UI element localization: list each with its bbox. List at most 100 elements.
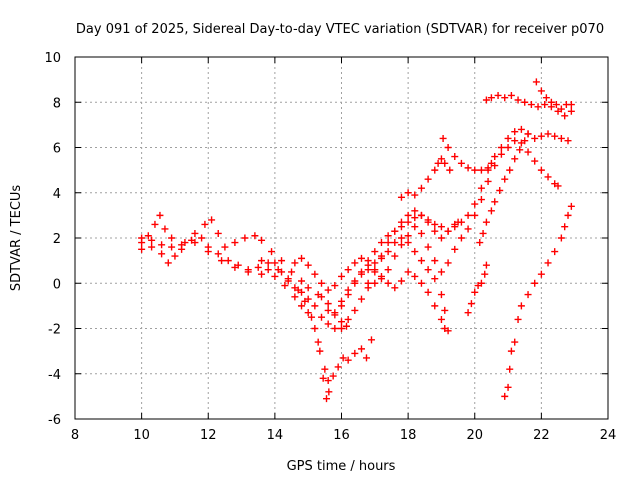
data-point [357, 254, 365, 262]
data-point [444, 144, 452, 151]
data-point [304, 309, 312, 317]
data-point [524, 148, 532, 156]
data-point [441, 306, 449, 314]
data-point [417, 229, 425, 237]
data-point [171, 252, 179, 260]
data-point [444, 259, 452, 267]
data-point [444, 227, 452, 235]
data-point [329, 372, 337, 380]
data-point [542, 94, 550, 102]
data-point [467, 300, 475, 308]
data-point [168, 243, 176, 251]
data-point [251, 232, 259, 240]
data-point [484, 164, 492, 172]
data-point [517, 302, 525, 310]
data-point [338, 297, 345, 305]
data-point [477, 196, 485, 204]
data-point [404, 268, 412, 276]
data-series [364, 268, 449, 332]
data-point [506, 365, 514, 373]
data-point [138, 245, 146, 253]
data-series [439, 134, 495, 174]
data-point [314, 338, 322, 346]
data-point [424, 243, 432, 251]
data-series [138, 236, 333, 403]
data-point [411, 214, 419, 222]
data-point [516, 146, 524, 154]
data-point [278, 268, 286, 276]
data-point [164, 259, 172, 267]
data-point [334, 363, 342, 371]
data-point [156, 211, 164, 219]
data-point [564, 211, 572, 219]
data-point [258, 270, 266, 278]
grid-lines [75, 57, 608, 419]
data-point [191, 229, 199, 237]
data-point [482, 96, 490, 104]
data-point [506, 166, 514, 174]
data-point [484, 177, 492, 185]
data-point [338, 318, 345, 326]
data-point [324, 320, 332, 328]
data-point [324, 306, 332, 314]
data-point [331, 325, 339, 332]
data-point [384, 266, 392, 274]
data-point [507, 91, 515, 99]
data-point [231, 239, 239, 247]
data-point [357, 295, 365, 303]
data-point [291, 259, 299, 267]
data-point [501, 94, 509, 102]
data-point [471, 166, 479, 174]
data-point [431, 257, 439, 265]
data-point [288, 268, 296, 276]
data-point [364, 266, 372, 274]
data-point [344, 356, 352, 364]
data-point [552, 101, 560, 109]
data-point [254, 263, 262, 271]
data-point [561, 223, 569, 231]
data-series [318, 234, 452, 335]
data-point [351, 306, 359, 314]
data-point [497, 150, 505, 158]
data-point [496, 186, 504, 194]
x-tick-label: 18 [400, 428, 417, 443]
data-point [339, 354, 347, 362]
data-point [344, 266, 352, 274]
data-point [324, 377, 332, 385]
data-point [504, 134, 512, 142]
data-point [464, 309, 472, 317]
data-point [497, 144, 505, 151]
data-point [304, 261, 312, 269]
data-point [391, 227, 399, 235]
data-point [477, 279, 485, 287]
data-point [464, 225, 472, 233]
data-point [191, 239, 199, 247]
data-point [364, 284, 372, 292]
data-point [377, 254, 385, 262]
data-point [411, 248, 419, 256]
data-point [557, 105, 565, 113]
data-point [208, 216, 216, 224]
data-point [557, 234, 565, 242]
data-point [397, 234, 405, 242]
data-point [504, 383, 512, 391]
data-point [541, 101, 549, 109]
data-point [521, 98, 529, 106]
data-point [557, 134, 565, 142]
data-point [517, 125, 525, 133]
data-point [504, 144, 512, 151]
data-point [511, 338, 519, 346]
y-tick-label: 10 [44, 51, 61, 66]
data-point [524, 130, 532, 138]
data-point [377, 275, 385, 283]
data-point [431, 275, 439, 283]
data-point [439, 134, 447, 142]
x-tick-label: 8 [71, 428, 79, 443]
data-point [477, 184, 485, 192]
x-tick-label: 22 [533, 428, 550, 443]
data-point [441, 325, 449, 332]
data-point [384, 232, 392, 240]
data-point [564, 137, 572, 145]
data-point [537, 87, 545, 95]
data-point [464, 164, 472, 172]
